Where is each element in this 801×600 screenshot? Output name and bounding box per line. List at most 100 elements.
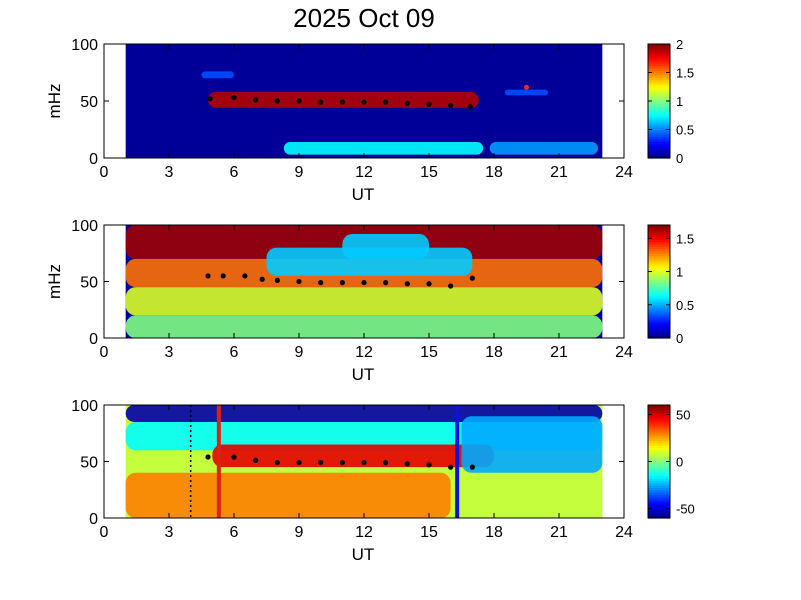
colorbar-step (648, 492, 670, 496)
x-tick-label: 24 (615, 164, 633, 181)
colorbar-step (648, 487, 670, 491)
x-tick-label: 18 (485, 344, 503, 361)
colorbar-step (648, 108, 670, 112)
colorbar-step (648, 440, 670, 444)
trace-series (205, 273, 475, 289)
colorbar-step (648, 494, 670, 498)
colorbar-step (648, 58, 670, 62)
colorbar-tick-label: 1 (676, 94, 683, 109)
colorbar-step (648, 503, 670, 507)
colorbar-step (648, 456, 670, 460)
colorbar-step (648, 281, 670, 285)
colorbar-step (648, 515, 670, 519)
colorbar-step (648, 452, 670, 456)
colorbar-tick-label: 0 (676, 455, 683, 470)
colorbar-step (648, 51, 670, 55)
colorbar-step (648, 314, 670, 318)
colorbar-step (648, 309, 670, 313)
trace-point-8 (361, 99, 367, 105)
colorbar-step (648, 86, 670, 90)
y-tick-label: 100 (71, 398, 98, 415)
heatmap-feature-3 (489, 142, 598, 155)
trace-point-3 (242, 273, 248, 279)
colorbar-step (648, 506, 670, 510)
trace-point-13 (469, 464, 475, 470)
trace-series (205, 454, 475, 470)
colorbar-step (648, 248, 670, 252)
colorbar-step (648, 225, 670, 228)
marker-1 (524, 84, 529, 90)
colorbar-step (648, 335, 670, 339)
colorbar-step (648, 279, 670, 283)
colorbar-step (648, 468, 670, 472)
colorbar-step (648, 60, 670, 64)
colorbar-step (648, 305, 670, 308)
colorbar-step (648, 234, 670, 238)
trace-point-9 (383, 99, 389, 105)
y-tick-label: 50 (80, 94, 98, 111)
colorbar-step (648, 428, 670, 432)
colorbar-step (648, 63, 670, 66)
x-tick-label: 6 (230, 344, 239, 361)
x-tick-label: 9 (295, 524, 304, 541)
colorbar-tick-label: -50 (676, 502, 695, 517)
heatmap-feature-3 (125, 287, 603, 316)
colorbar-step (648, 53, 670, 57)
colorbar-step (648, 98, 670, 102)
colorbar-step (648, 419, 670, 423)
trace-point-3 (253, 457, 259, 463)
colorbar-tick-label: 1.5 (676, 66, 694, 81)
colorbar-tick-label: 0 (676, 151, 683, 166)
trace-point-7 (339, 460, 345, 466)
colorbar-step (648, 475, 670, 479)
x-axis-label: UT (352, 185, 375, 204)
colorbar-step (648, 333, 670, 337)
colorbar-step (648, 110, 670, 114)
colorbar-step (648, 508, 670, 512)
colorbar-step (648, 253, 670, 257)
colorbar-step (648, 473, 670, 477)
colorbar-step (648, 272, 670, 276)
panel-3: 0 3 6 9 12 15 18 21 24 0 50 100 UT -50 0 50 (71, 398, 695, 564)
x-tick-label: 3 (165, 524, 174, 541)
trace-point-6 (296, 278, 302, 285)
x-tick-label: 6 (230, 524, 239, 541)
trace-point-4 (274, 98, 280, 104)
y-axis-label: mHz (45, 84, 64, 119)
trace-point-12 (426, 281, 432, 287)
colorbar-step (648, 330, 670, 334)
colorbar-step (648, 84, 670, 88)
x-tick-label: 18 (485, 164, 503, 181)
x-tick-label: 3 (165, 164, 174, 181)
trace-point-12 (448, 464, 454, 470)
x-tick-label: 0 (100, 164, 109, 181)
colorbar-step (648, 482, 670, 486)
colorbar-tick-label: 1.5 (676, 231, 694, 246)
trace-point-4 (274, 460, 280, 466)
colorbar-step (648, 139, 670, 142)
y-tick-label: 50 (80, 275, 98, 292)
colorbar-step (648, 328, 670, 332)
panel-2: 0 3 6 9 12 15 18 21 24 0 50 100 UT mHz 0 0.5 1 1.5 (45, 218, 694, 384)
trace-point-5 (296, 460, 302, 466)
colorbar-step (648, 407, 670, 411)
figure-title: 2025 Oct 09 (293, 3, 435, 33)
heatmap-feature-4 (461, 416, 603, 473)
colorbar-step (648, 246, 670, 250)
colorbar-step (648, 276, 670, 280)
colorbar-step (648, 300, 670, 304)
y-tick-label: 50 (80, 455, 98, 472)
trace-point-5 (296, 98, 302, 104)
colorbar-step (648, 470, 670, 474)
colorbar-step (648, 153, 670, 157)
colorbar-step (648, 72, 670, 76)
y-tick-label: 100 (71, 218, 98, 235)
colorbar-step (648, 103, 670, 107)
trace-point-8 (339, 280, 345, 286)
trace-point-13 (448, 283, 454, 289)
x-tick-label: 6 (230, 164, 239, 181)
x-tick-label: 12 (355, 524, 373, 541)
colorbar-step (648, 146, 670, 150)
colorbar-step (648, 326, 670, 330)
